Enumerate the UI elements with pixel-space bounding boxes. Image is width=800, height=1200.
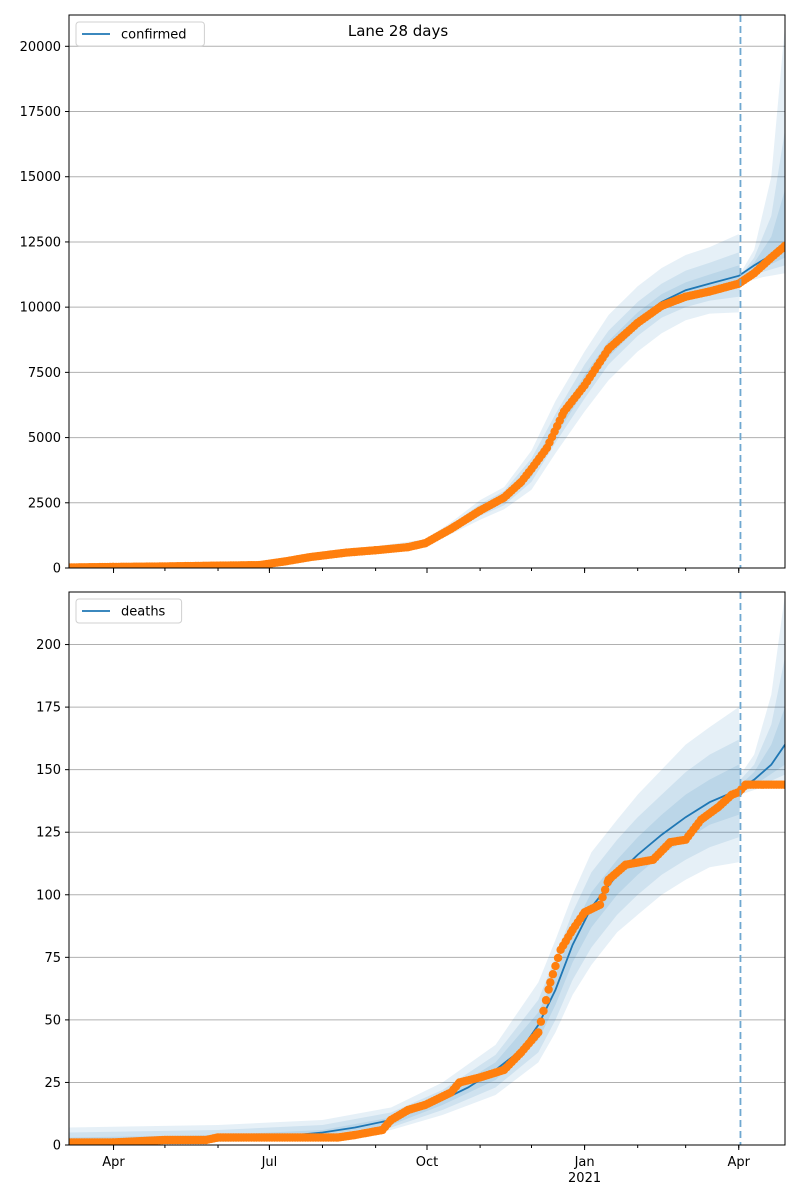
observed-point xyxy=(548,970,558,979)
observed-point xyxy=(595,900,605,909)
y-tick-label: 5000 xyxy=(28,431,61,446)
observed-point xyxy=(551,961,560,971)
x-tick-label: Apr xyxy=(102,1155,125,1170)
y-tick-label: 17500 xyxy=(20,105,61,120)
legend-box xyxy=(75,598,183,624)
observed-point xyxy=(598,893,607,902)
confirmed-panel: 0 2500 5000 7500 10000 12500 15000 17500 20000 co… xyxy=(20,14,786,577)
legend-label: deaths xyxy=(121,605,166,620)
y-tick-label: 75 xyxy=(44,951,61,966)
y-tick-label: 12500 xyxy=(20,235,61,250)
y-tick-label: 25 xyxy=(44,1076,61,1091)
plot-area xyxy=(69,594,785,1145)
observed-point xyxy=(780,780,785,789)
x-tick-label: Jan xyxy=(574,1155,595,1170)
interval-band-outer xyxy=(69,25,785,568)
y-tick-label: 7500 xyxy=(28,366,61,381)
x-tick-label: Jul xyxy=(261,1155,278,1170)
y-tick-label: 0 xyxy=(53,562,61,577)
observed-point xyxy=(546,978,555,987)
y-tick-label: 10000 xyxy=(20,301,61,316)
y-tick-label: 2500 xyxy=(28,496,61,511)
observed-point xyxy=(553,953,563,963)
observed-point xyxy=(544,985,553,994)
y-tick-label: 100 xyxy=(36,888,61,903)
observed-point xyxy=(539,1006,548,1016)
y-tick-label: 175 xyxy=(36,701,61,716)
x-tick-label: Oct xyxy=(416,1155,438,1170)
x-tick-label: Apr xyxy=(728,1155,751,1170)
y-tick-label: 50 xyxy=(44,1013,61,1028)
y-tick-label: 15000 xyxy=(20,170,61,185)
legend-label: confirmed xyxy=(121,28,187,43)
observed-point xyxy=(534,1028,543,1037)
y-tick-label: 20000 xyxy=(20,40,61,55)
figure-title: Lane 28 days xyxy=(348,22,448,40)
observed-point xyxy=(536,1017,546,1026)
y-tick-label: 125 xyxy=(36,826,61,841)
x-tick-sublabel: 2021 xyxy=(568,1171,601,1186)
observed-point xyxy=(600,885,610,894)
observed-point xyxy=(780,241,785,251)
plot-area xyxy=(69,25,785,568)
y-tick-label: 200 xyxy=(36,638,61,653)
y-tick-label: 0 xyxy=(53,1139,61,1154)
y-tick-label: 150 xyxy=(36,763,61,778)
observed-point xyxy=(541,996,551,1005)
interval-band-outer xyxy=(69,594,785,1145)
legend-box xyxy=(75,21,205,47)
